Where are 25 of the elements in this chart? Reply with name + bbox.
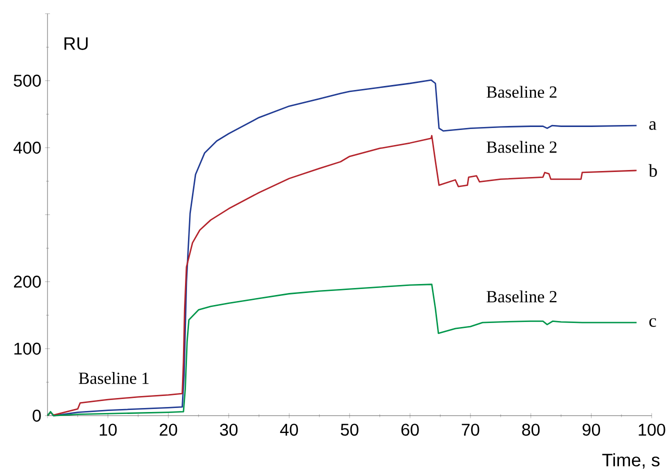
x-tick-label: 80: [522, 424, 540, 436]
y-axis-title: RU: [64, 37, 88, 50]
x-tick-label: 10: [100, 424, 117, 436]
x-tick-label: 90: [582, 424, 600, 436]
series-label: a: [649, 121, 656, 130]
x-tick-label: 50: [340, 424, 358, 436]
series-label: b: [648, 164, 657, 177]
line-series: [46, 134, 638, 416]
x-tick-label: 60: [401, 424, 419, 436]
annotation: Baseline 2: [486, 140, 556, 153]
y-tick-label: 400: [14, 142, 41, 154]
x-axis-title: Time, s: [602, 453, 660, 469]
y-tick-label: 500: [14, 74, 41, 87]
x-tick-label: 20: [160, 424, 178, 436]
annotation: Baseline 2: [486, 86, 556, 98]
x-tick-label: 40: [280, 424, 298, 436]
y-tick-label: 0: [32, 410, 41, 422]
y-tick-label: 200: [14, 276, 41, 288]
x-tick-label: 30: [220, 424, 238, 436]
annotation: Baseline 1: [78, 372, 149, 384]
x-tick-label: 70: [462, 424, 480, 436]
x-tick-label: 100: [638, 424, 666, 436]
y-tick-label: 100: [14, 342, 41, 355]
annotation: Baseline 2: [486, 290, 556, 302]
series-label: c: [649, 318, 656, 327]
